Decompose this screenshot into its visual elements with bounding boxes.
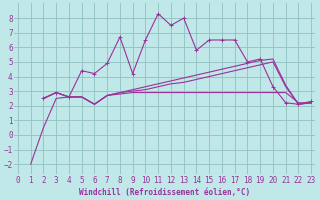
X-axis label: Windchill (Refroidissement éolien,°C): Windchill (Refroidissement éolien,°C): [79, 188, 250, 197]
